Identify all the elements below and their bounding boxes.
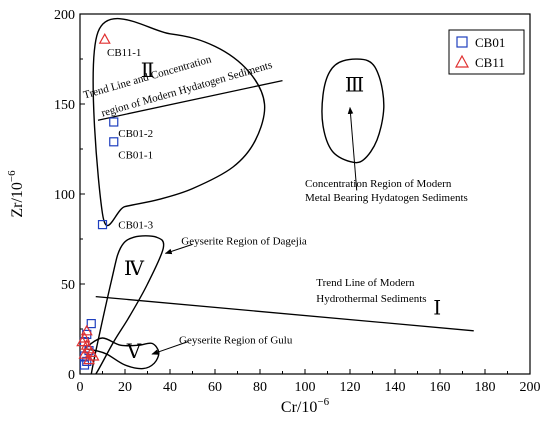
annotation-text: Concentration Region of Modern xyxy=(305,178,452,190)
legend-marker-square xyxy=(456,36,468,48)
y-tick-label: 50 xyxy=(61,278,75,293)
data-point-square xyxy=(97,220,108,230)
region-outline xyxy=(321,58,385,164)
region-outline xyxy=(85,337,160,370)
legend-label: CB11 xyxy=(475,55,505,70)
data-point-square xyxy=(109,137,119,147)
x-tick-label: 180 xyxy=(475,380,496,395)
data-point-triangle xyxy=(76,335,89,347)
annotation-text: Trend Line of Modern xyxy=(316,277,415,289)
trend-line xyxy=(95,295,474,332)
y-axis-label: Zr/10−6 xyxy=(6,170,26,218)
x-tick-label: 160 xyxy=(430,380,451,395)
point-label: CB01-2 xyxy=(118,128,153,140)
annotation-arrow xyxy=(164,243,193,255)
annotation-text: Geyserite Region of Dagejia xyxy=(181,235,307,247)
x-tick-label: 80 xyxy=(253,380,267,395)
data-point-triangle xyxy=(87,349,100,361)
legend-label: CB01 xyxy=(475,35,505,50)
data-point-triangle xyxy=(98,32,111,44)
data-point-square xyxy=(86,319,96,329)
region-outline xyxy=(90,235,165,374)
x-axis-label: Cr/10−6 xyxy=(281,396,330,416)
region-label: Ⅲ xyxy=(345,74,364,96)
annotation-text: Geyserite Region of Gulu xyxy=(179,334,293,346)
point-label: CB11-1 xyxy=(107,47,141,59)
x-tick-label: 40 xyxy=(163,380,177,395)
annotation-text: Hydrothermal Sediments xyxy=(316,293,426,305)
annotation-text: Metal Bearing Hydatogen Sediments xyxy=(305,192,468,204)
y-tick-label: 100 xyxy=(54,188,75,203)
x-axis-label-text: Cr/10 xyxy=(281,399,317,416)
x-tick-label: 200 xyxy=(520,380,541,395)
x-tick-label: 120 xyxy=(340,380,361,395)
plot-area xyxy=(85,17,474,374)
x-tick-label: 20 xyxy=(118,380,132,395)
x-tick-label: 100 xyxy=(295,380,316,395)
legend-marker-triangle xyxy=(454,54,470,68)
data-point-triangle xyxy=(82,353,96,365)
point-label: CB01-3 xyxy=(118,220,153,232)
x-axis-label-sup: −6 xyxy=(317,396,329,408)
y-tick-label: 200 xyxy=(54,8,75,23)
trend-line xyxy=(97,79,283,121)
region-label: Ⅱ xyxy=(141,60,155,82)
point-label: CB01-1 xyxy=(118,149,153,161)
x-tick-label: 140 xyxy=(385,380,406,395)
data-point-triangle xyxy=(78,347,91,359)
annotation-arrow xyxy=(347,106,358,191)
region-label: Ⅰ xyxy=(433,298,441,320)
x-tick-label: 60 xyxy=(208,380,222,395)
y-axis-label-text: Zr/10 xyxy=(9,182,26,218)
data-point-square xyxy=(79,360,90,370)
annotation-arrow xyxy=(151,341,189,355)
y-tick-label: 0 xyxy=(68,368,75,383)
region-label: Ⅳ xyxy=(124,258,145,280)
data-point-triangle xyxy=(80,324,93,336)
region-outline xyxy=(92,17,266,227)
y-axis-label-sup: −6 xyxy=(6,170,18,182)
x-tick-label: 0 xyxy=(77,380,84,395)
y-tick-label: 150 xyxy=(54,98,75,113)
region-label: Ⅴ xyxy=(126,341,142,363)
data-point-square xyxy=(109,117,119,127)
